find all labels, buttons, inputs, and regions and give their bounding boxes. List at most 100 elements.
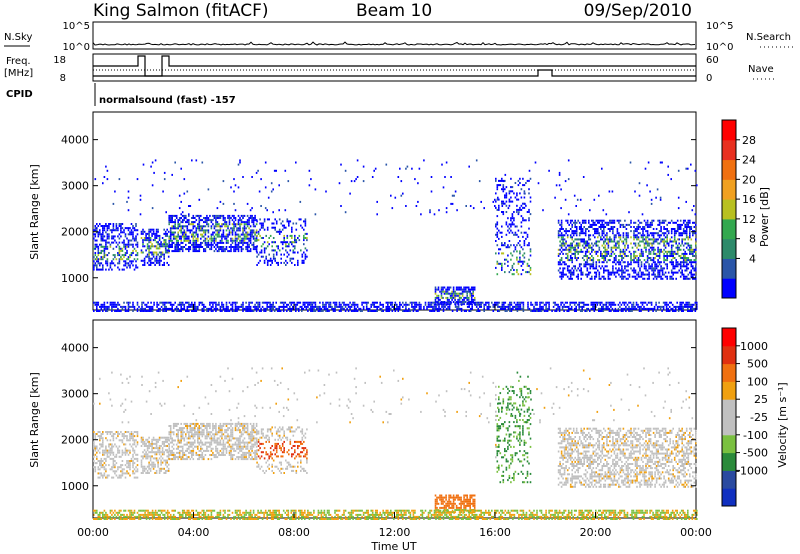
data-point [420,213,422,216]
data-point [96,223,98,225]
data-point [126,431,128,433]
data-point [654,232,656,235]
data-point [454,301,457,304]
data-point [102,310,104,312]
data-point [620,307,623,310]
data-point [212,310,214,312]
data-point [689,261,691,264]
data-point [162,303,164,306]
data-point [222,229,225,232]
data-point [283,261,285,264]
data-point [277,261,279,264]
data-point [653,305,656,308]
data-point [301,307,303,310]
data-point [130,252,133,254]
data-point [105,460,107,462]
data-point [663,257,665,259]
data-point [690,303,692,306]
data-point [164,245,167,248]
data-point [222,231,225,234]
data-point [449,294,452,297]
data-point [203,235,205,238]
data-point [136,243,139,246]
data-point [631,307,633,310]
data-point [670,230,673,233]
data-point [115,229,118,232]
data-point [248,303,250,306]
data-point [537,182,540,185]
data-point [621,257,623,259]
data-point [590,307,593,310]
data-point [112,225,115,227]
data-point [588,250,590,253]
data-point [622,242,625,245]
data-point [136,266,139,269]
data-point [183,217,186,219]
data-point [415,205,418,207]
data-point [168,214,170,217]
data-point [690,269,693,272]
data-point [206,241,208,244]
data-point [155,257,158,260]
data-point [154,264,156,266]
data-point [598,234,601,237]
data-point [508,223,511,226]
data-point [448,292,450,295]
data-point [130,239,133,242]
data-point [418,301,421,304]
data-point [663,273,665,276]
data-point [641,303,644,306]
data-point [231,237,234,240]
data-point [670,275,673,278]
data-point [194,239,196,242]
data-point [394,307,397,310]
data-point [429,209,431,212]
data-point [574,252,576,255]
data-point [102,460,104,462]
data-point [609,228,611,230]
data-point [215,217,217,219]
data-point [580,267,582,270]
data-point [562,234,564,237]
data-point [93,445,95,448]
data-point [633,230,635,233]
data-point [504,305,507,308]
data-point [577,242,579,245]
data-point [607,307,609,310]
data-point [222,233,225,236]
data-point [597,232,599,235]
data-point [470,294,473,297]
data-point [597,255,599,257]
data-point [99,243,101,246]
data-point [586,269,589,272]
data-point [593,303,596,306]
data-point [637,232,640,235]
data-point [132,225,134,227]
data-point [313,305,315,308]
data-point [664,259,667,262]
data-point [230,186,232,189]
data-point [303,243,305,246]
data-point [523,240,526,242]
data-point [112,235,115,238]
data-point [246,307,249,310]
data-point [112,202,115,205]
data-point [132,453,134,456]
data-point [172,225,175,228]
data-point [578,238,581,241]
data-point [272,253,275,256]
data-point [505,196,508,199]
data-point [666,238,668,241]
data-point [649,190,651,193]
data-point [536,307,538,310]
data-point [690,250,693,253]
data-point [325,305,327,308]
data-point [100,243,103,246]
data-point [231,219,234,222]
data-point [117,449,119,452]
data-point [519,305,522,308]
data-point [276,310,279,312]
data-point [427,303,430,306]
data-point [655,277,658,280]
data-point [682,219,685,222]
